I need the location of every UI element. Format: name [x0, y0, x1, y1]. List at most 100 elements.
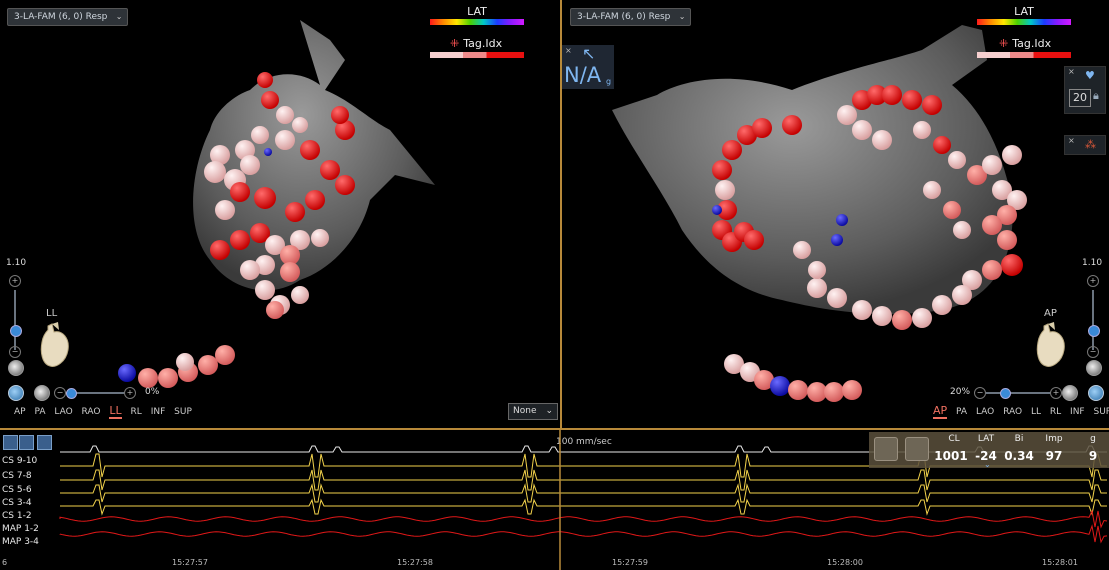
right-map-viewport[interactable]: 3-LA-FAM (6, 0) Resp⌄ LAT ⁜Tag.Idx × ↖ N… — [562, 0, 1109, 428]
tag-point[interactable] — [230, 230, 250, 250]
tag-point[interactable] — [280, 262, 300, 282]
tag-point[interactable] — [953, 221, 971, 239]
tab-inf[interactable]: INF — [1070, 407, 1085, 417]
rotate-icon[interactable] — [1088, 385, 1104, 401]
left-map-viewport[interactable]: 3-LA-FAM (6, 0) Resp⌄ LAT ⁜Tag.Idx 1.10 … — [0, 0, 560, 428]
tab-ll[interactable]: LL — [1031, 407, 1041, 417]
tab-inf[interactable]: INF — [151, 407, 166, 417]
reset-view-icon[interactable] — [8, 360, 24, 376]
map-select-dropdown[interactable]: 3-LA-FAM (6, 0) Resp⌄ — [570, 8, 691, 26]
tag-point[interactable] — [712, 205, 722, 215]
tag-point[interactable] — [715, 180, 735, 200]
tag-point[interactable] — [138, 368, 158, 388]
tag-point[interactable] — [251, 126, 269, 144]
tab-sup[interactable]: SUP — [1094, 407, 1109, 417]
reset-view-icon[interactable] — [1086, 360, 1102, 376]
transparency-icon[interactable] — [34, 385, 50, 401]
zoom-in-icon[interactable]: + — [1087, 275, 1099, 287]
tab-rl[interactable]: RL — [131, 407, 142, 417]
tag-point[interactable] — [807, 278, 827, 298]
zoom-out-icon[interactable]: − — [1087, 346, 1099, 358]
tab-ap[interactable]: AP — [933, 404, 947, 419]
transparency-icon[interactable] — [1062, 385, 1078, 401]
map-select-dropdown[interactable]: 3-LA-FAM (6, 0) Resp⌄ — [7, 8, 128, 26]
tag-point[interactable] — [320, 160, 340, 180]
rotate-icon[interactable] — [8, 385, 24, 401]
opacity-slider-knob[interactable] — [1000, 388, 1011, 399]
zoom-out-icon[interactable]: − — [9, 346, 21, 358]
marker-icon[interactable] — [905, 437, 929, 461]
tab-rao[interactable]: RAO — [82, 407, 101, 417]
tag-point[interactable] — [285, 202, 305, 222]
overlay-select-dropdown[interactable]: None⌄ — [508, 403, 558, 420]
tag-point[interactable] — [837, 105, 857, 125]
tag-point[interactable] — [933, 136, 951, 154]
opacity-increase-icon[interactable]: + — [1050, 387, 1062, 399]
zoom-slider-knob[interactable] — [10, 325, 22, 337]
tag-point[interactable] — [827, 288, 847, 308]
tag-point[interactable] — [831, 234, 843, 246]
grid-points-icon[interactable]: ⁂ — [1085, 138, 1096, 151]
opacity-slider-knob[interactable] — [66, 388, 77, 399]
tag-point[interactable] — [923, 181, 941, 199]
tag-point[interactable] — [257, 72, 273, 88]
tag-point[interactable] — [210, 240, 230, 260]
tag-point[interactable] — [770, 376, 790, 396]
tag-legend[interactable]: ⁜Tag.Idx — [999, 37, 1051, 50]
grid-tool-panel[interactable]: × ⁂ — [1064, 135, 1106, 155]
tool-value-field[interactable]: 20 — [1069, 89, 1091, 107]
measurement-panel[interactable]: CL LAT Bi Imp g 1001 -24 0.34 97 9 ⌄ — [869, 432, 1109, 468]
tag-point[interactable] — [331, 106, 349, 124]
tag-point[interactable] — [824, 382, 844, 402]
tag-point[interactable] — [204, 161, 226, 183]
respiration-tool-panel[interactable]: × ♥ 20 🔒︎ — [1064, 66, 1106, 114]
opacity-slider[interactable] — [986, 392, 1050, 394]
tag-point[interactable] — [1002, 145, 1022, 165]
tag-point[interactable] — [902, 90, 922, 110]
tag-point[interactable] — [276, 106, 294, 124]
heart-orientation-icon[interactable] — [38, 322, 72, 368]
lock-icon[interactable]: 🔒︎ — [1093, 89, 1099, 103]
chevron-down-icon[interactable]: ⌄ — [984, 460, 991, 469]
opacity-decrease-icon[interactable]: − — [54, 387, 66, 399]
tab-pa[interactable]: PA — [34, 407, 45, 417]
tag-point[interactable] — [722, 140, 742, 160]
zoom-in-icon[interactable]: + — [9, 275, 21, 287]
tab-ap[interactable]: AP — [14, 407, 26, 417]
tag-point[interactable] — [230, 182, 250, 202]
tag-point[interactable] — [240, 260, 260, 280]
tag-point[interactable] — [872, 306, 892, 326]
tag-point[interactable] — [943, 201, 961, 219]
tag-point[interactable] — [913, 121, 931, 139]
tag-point[interactable] — [892, 310, 912, 330]
tag-point[interactable] — [266, 301, 284, 319]
annotation-icon[interactable] — [874, 437, 898, 461]
close-icon[interactable]: × — [1068, 136, 1075, 145]
tab-lao[interactable]: LAO — [54, 407, 72, 417]
tag-point[interactable] — [254, 187, 276, 209]
tag-point[interactable] — [872, 130, 892, 150]
tag-point[interactable] — [836, 214, 848, 226]
tab-lao[interactable]: LAO — [976, 407, 994, 417]
tag-point[interactable] — [932, 295, 952, 315]
tag-point[interactable] — [118, 364, 136, 382]
zoom-slider[interactable] — [1092, 290, 1094, 350]
tag-point[interactable] — [275, 130, 295, 150]
tag-point[interactable] — [300, 140, 320, 160]
tag-point[interactable] — [215, 345, 235, 365]
tab-sup[interactable]: SUP — [174, 407, 192, 417]
tab-rao[interactable]: RAO — [1003, 407, 1022, 417]
tag-point[interactable] — [952, 285, 972, 305]
tag-point[interactable] — [982, 215, 1002, 235]
tag-point[interactable] — [158, 368, 178, 388]
tag-legend[interactable]: ⁜Tag.Idx — [450, 37, 502, 50]
tag-point[interactable] — [948, 151, 966, 169]
right-anatomy-mesh[interactable] — [562, 0, 1109, 428]
tag-point[interactable] — [982, 260, 1002, 280]
tag-point[interactable] — [335, 175, 355, 195]
tag-point[interactable] — [982, 155, 1002, 175]
tag-point[interactable] — [752, 118, 772, 138]
tag-point[interactable] — [852, 300, 872, 320]
tag-point[interactable] — [744, 230, 764, 250]
tag-point[interactable] — [291, 286, 309, 304]
